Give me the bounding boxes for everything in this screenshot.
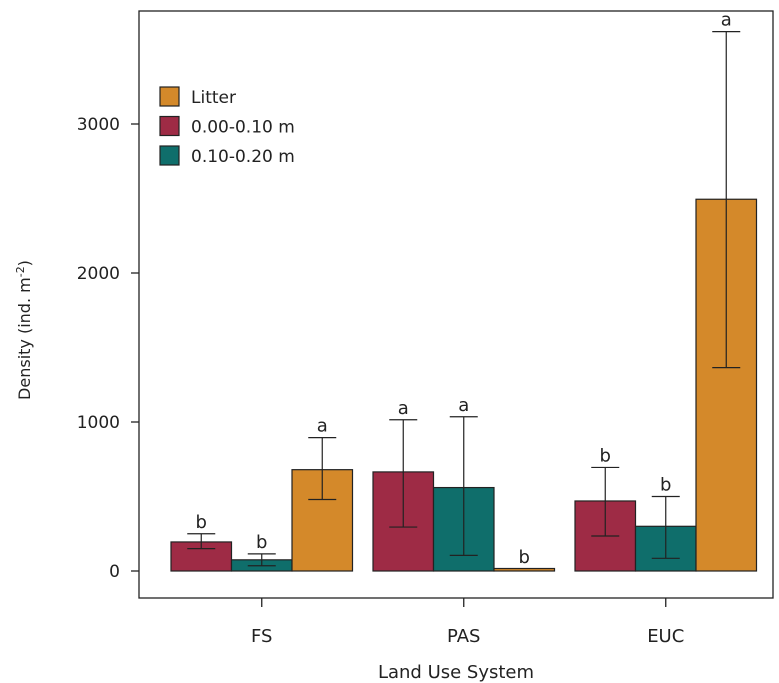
legend-label: Litter [191, 88, 236, 108]
significance-letter: b [196, 512, 207, 533]
significance-letter: b [660, 475, 671, 496]
y-tick-label: 2000 [77, 264, 120, 284]
x-tick-label: PAS [447, 626, 480, 647]
y-tick-label: 1000 [77, 413, 120, 433]
y-tick-label: 3000 [77, 115, 120, 135]
legend-swatch [159, 86, 180, 107]
y-axis-title-main: Density (ind. m [15, 277, 34, 400]
legend-label: 0.00-0.10 m [191, 118, 295, 138]
y-axis-title-suffix: ) [15, 260, 34, 266]
significance-letter: a [398, 398, 409, 419]
legend: Litter 0.00-0.10 m 0.10-0.20 m [159, 86, 295, 167]
bar [493, 567, 556, 572]
significance-letters: b a b b a b a b a [196, 10, 732, 568]
legend-swatch [159, 145, 180, 166]
legend-label: 0.10-0.20 m [191, 147, 295, 167]
error-bars [187, 31, 741, 567]
significance-letter: a [458, 395, 469, 416]
x-axis-title: Land Use System [378, 662, 534, 683]
x-axis: FS PAS EUC [251, 598, 684, 647]
y-tick-label: 0 [109, 562, 120, 582]
x-tick-label: FS [251, 626, 272, 647]
y-axis-title-superscript: -2 [14, 266, 27, 277]
legend-swatch [159, 115, 180, 137]
significance-letter: a [721, 10, 732, 31]
x-tick-label: EUC [647, 626, 684, 647]
significance-letter: b [519, 547, 530, 568]
y-axis: 0 1000 2000 3000 [77, 115, 139, 582]
significance-letter: b [600, 445, 611, 466]
significance-letter: a [317, 416, 328, 437]
y-axis-title: Density (ind. m-2) [14, 260, 34, 400]
significance-letter: b [256, 532, 267, 553]
plot-frame [138, 10, 774, 599]
